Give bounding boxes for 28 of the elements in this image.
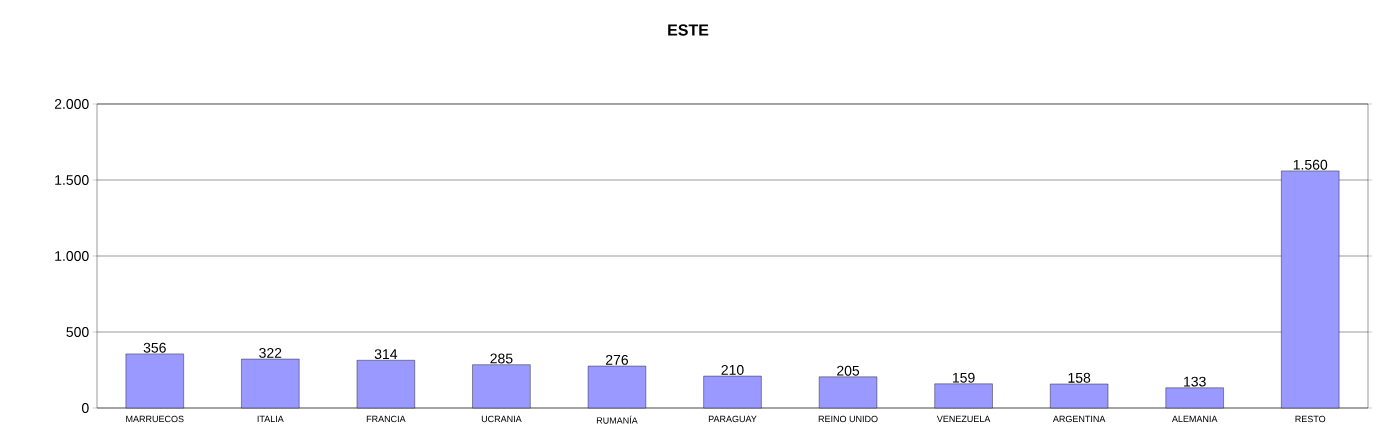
chart-title: ESTE [668,24,709,36]
data-label: 285 [490,353,513,364]
x-tick-label: MARRUECOS [126,415,184,423]
data-label: 322 [259,347,282,358]
data-label: 205 [837,365,860,376]
x-tick-label: PARAGUAY [708,415,757,423]
y-tick-label: 2.000 [54,99,89,109]
data-label: 1.560 [1293,159,1328,170]
x-tick-label: RUMANÍA [596,415,638,424]
data-label: 276 [605,354,629,365]
x-tick-label: REINO UNIDO [818,415,878,423]
data-label: 159 [952,372,975,383]
y-tick-label: 0 [81,403,89,413]
x-tick-label: ARGENTINA [1052,415,1106,423]
y-tick-label: 1.500 [55,175,89,185]
x-tick-label: ITALIA [257,415,284,422]
x-tick-label: RESTO [1295,415,1326,423]
data-label: 158 [1068,372,1091,383]
x-tick-label: ALEMANIA [1171,415,1218,422]
x-tick-label: FRANCIA [366,415,406,423]
y-tick-label: 1.000 [55,251,89,261]
data-label: 356 [143,342,166,353]
data-label: 133 [1184,376,1206,387]
x-tick-label: VENEZUELA [936,415,991,423]
data-label: 210 [721,364,744,375]
data-label: 314 [374,349,398,360]
y-tick-label: 500 [66,327,89,337]
x-tick-label: UCRANIA [481,415,522,423]
